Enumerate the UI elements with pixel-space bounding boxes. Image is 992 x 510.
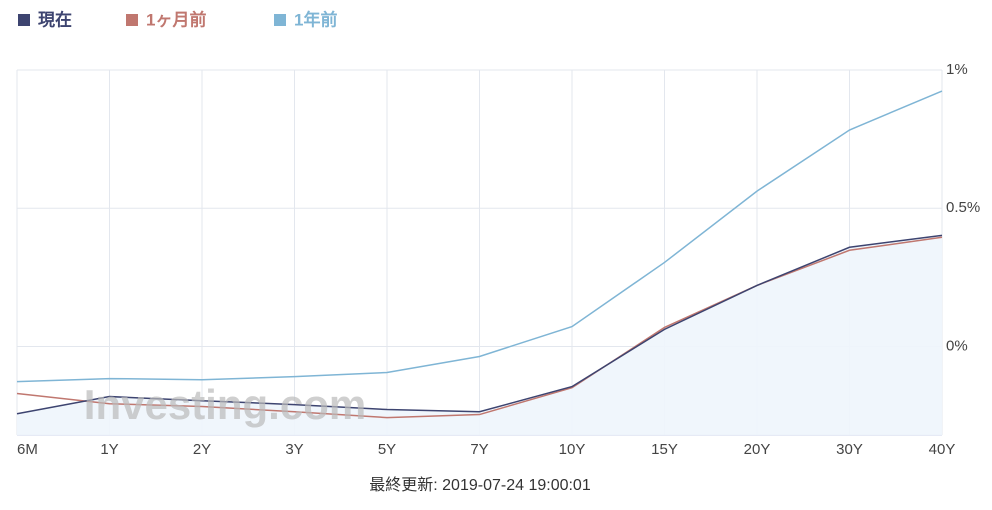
x-tick-label: 6M bbox=[17, 441, 38, 458]
legend-label: 1ヶ月前 bbox=[146, 9, 206, 29]
y-tick-label: 0% bbox=[946, 337, 968, 354]
y-tick-label: 1% bbox=[946, 61, 968, 78]
legend-swatch bbox=[126, 14, 138, 26]
legend-label: 1年前 bbox=[294, 9, 337, 29]
legend-swatch bbox=[18, 14, 30, 26]
y-tick-label: 0.5% bbox=[946, 199, 980, 216]
x-tick-label: 30Y bbox=[836, 441, 863, 458]
series-line bbox=[16, 236, 943, 419]
area bbox=[17, 235, 942, 435]
x-tick-label: 10Y bbox=[559, 441, 586, 458]
footer: 最終更新: 2019-07-24 19:00:01 bbox=[369, 476, 591, 494]
x-tick-label: 20Y bbox=[744, 441, 771, 458]
x-tick-label: 40Y bbox=[929, 441, 956, 458]
plot: 0% 0.5% 1% 6M 1Y 2Y 3Y 5Y 7Y 10Y 15Y 20Y 30Y 40Y 現在 1ヶ月… bbox=[16, 9, 980, 458]
series-line bbox=[16, 90, 943, 383]
x-tick-label: 7Y bbox=[470, 441, 488, 458]
x-tick-label: 15Y bbox=[651, 441, 678, 458]
series-line bbox=[16, 234, 943, 415]
legend-swatch bbox=[274, 14, 286, 26]
x-tick-label: 1Y bbox=[100, 441, 118, 458]
legend-label: 現在 bbox=[38, 9, 72, 29]
watermark: Investing.com bbox=[84, 381, 366, 428]
x-tick-label: 3Y bbox=[285, 441, 303, 458]
x-tick-label: 2Y bbox=[193, 441, 211, 458]
x-tick-label: 5Y bbox=[378, 441, 396, 458]
